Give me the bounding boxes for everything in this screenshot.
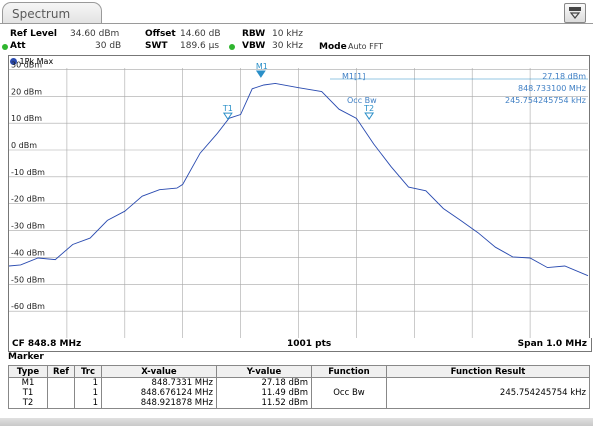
y-tick-label: 20 dBm <box>11 87 42 96</box>
occbw-value: 245.754245754 kHz <box>504 96 586 105</box>
plot-grid <box>9 68 588 338</box>
trace-color-dot <box>10 58 17 65</box>
cell-x: 848.921878 MHz <box>101 398 217 409</box>
ref-level-label: Ref Level <box>10 29 57 39</box>
col-y-value: Y-value <box>216 365 312 378</box>
y-tick-label: 10 dBm <box>11 114 42 123</box>
marker-table-title: Marker <box>8 352 44 362</box>
spectrum-tab[interactable]: Spectrum <box>2 2 102 24</box>
cell-trc: 1 <box>74 398 102 409</box>
cell-function <box>311 377 387 388</box>
marker-readout-name: M1[1] <box>342 72 366 81</box>
y-tick-label: -10 dBm <box>11 168 45 177</box>
marker-table: Type Ref Trc X-value Y-value Function Fu… <box>8 365 590 409</box>
y-tick-label: 0 dBm <box>11 141 37 150</box>
swt-value: 189.6 µs <box>180 41 220 51</box>
marker-m1-symbol <box>255 70 266 78</box>
col-function: Function <box>311 365 387 378</box>
marker-t2-label: T2 <box>363 104 374 113</box>
tab-title: Spectrum <box>12 7 71 21</box>
center-frequency: CF 848.8 MHz <box>12 339 82 349</box>
cell-function: Occ Bw <box>311 388 387 398</box>
y-tick-label: -40 dBm <box>11 248 45 257</box>
cell-trc: 1 <box>74 377 102 388</box>
cell-result <box>386 377 590 388</box>
tab-divider <box>0 23 593 24</box>
trace-label: 1Pk Max <box>10 57 53 68</box>
rbw-value: 10 kHz <box>272 29 304 39</box>
offset-value: 14.60 dB <box>180 29 221 39</box>
cell-function <box>311 398 387 409</box>
marker-readout-freq: 848.733100 MHz <box>517 84 586 93</box>
y-tick-label: -30 dBm <box>11 222 45 231</box>
y-tick-label: -20 dBm <box>11 195 45 204</box>
cell-ref <box>47 377 75 388</box>
table-row[interactable]: M1 1 848.7331 MHz 27.18 dBm <box>8 377 590 388</box>
vbw-value: 30 kHz <box>272 41 304 51</box>
trace-name: 1Pk Max <box>19 57 54 66</box>
marker-t1-label: T1 <box>222 104 233 113</box>
cell-type: T1 <box>8 388 48 398</box>
y-tick-label: -50 dBm <box>11 275 45 284</box>
col-ref: Ref <box>47 365 75 378</box>
window-menu-button[interactable] <box>564 3 586 23</box>
marker-readout-level: 27.18 dBm <box>542 72 586 81</box>
cell-x: 848.7331 MHz <box>101 377 217 388</box>
y-axis-ticks: 30 dBm 20 dBm 10 dBm 0 dBm -10 dBm -20 dBm -30… <box>11 60 45 311</box>
marker-symbols: M1 T1 T2 <box>222 62 588 121</box>
col-x-value: X-value <box>101 365 217 378</box>
col-type: Type <box>8 365 48 378</box>
marker-m1-label: M1 <box>256 62 268 71</box>
col-function-result: Function Result <box>386 365 590 378</box>
cell-x: 848.676124 MHz <box>101 388 217 398</box>
cell-ref <box>47 398 75 409</box>
bottom-status-strip <box>0 418 593 426</box>
cell-result: 245.754245754 kHz <box>386 388 590 398</box>
y-tick-label: -60 dBm <box>11 302 45 311</box>
att-value: 30 dB <box>95 41 122 51</box>
mode-value: Auto FFT <box>348 42 384 51</box>
occbw-label: Occ Bw <box>347 96 377 105</box>
swt-label: SWT <box>145 41 168 51</box>
cell-type: M1 <box>8 377 48 388</box>
marker-t2-symbol <box>364 112 375 120</box>
att-label: Att <box>10 41 26 51</box>
sweep-points: 1001 pts <box>287 339 332 349</box>
cell-result <box>386 398 590 409</box>
cell-y: 11.52 dBm <box>216 398 312 409</box>
vbw-coupled-indicator <box>229 44 235 50</box>
cell-trc: 1 <box>74 388 102 398</box>
menu-icon <box>569 7 581 19</box>
y-tick-label: 30 dBm <box>11 60 42 69</box>
plot-footer: CF 848.8 MHz 1001 pts Span 1.0 MHz <box>8 338 592 352</box>
table-row[interactable]: T2 1 848.921878 MHz 11.52 dBm <box>8 398 590 409</box>
mode-label: Mode <box>319 42 347 52</box>
att-coupled-indicator <box>2 44 8 50</box>
marker-t1-symbol <box>222 112 233 121</box>
spectrum-plot[interactable] <box>8 55 590 340</box>
table-row[interactable]: T1 1 848.676124 MHz 11.49 dBm Occ Bw 245… <box>8 388 590 398</box>
col-trc: Trc <box>74 365 102 378</box>
rbw-label: RBW <box>242 29 266 39</box>
span: Span 1.0 MHz <box>517 339 587 349</box>
trace-line <box>8 82 589 277</box>
cell-ref <box>47 388 75 398</box>
offset-label: Offset <box>145 29 176 39</box>
cell-y: 11.49 dBm <box>216 388 312 398</box>
vbw-label: VBW <box>242 41 266 51</box>
cell-type: T2 <box>8 398 48 409</box>
ref-level-value: 34.60 dBm <box>70 29 120 39</box>
cell-y: 27.18 dBm <box>216 377 312 388</box>
